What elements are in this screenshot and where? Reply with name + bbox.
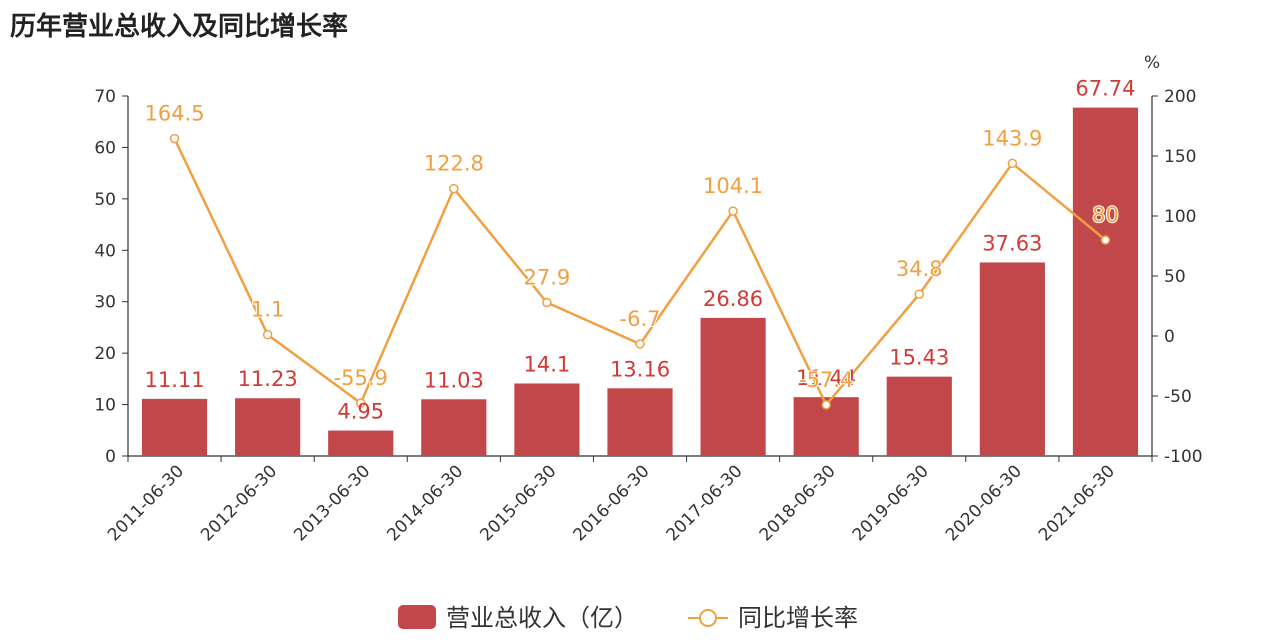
y-left-tick-label: 70 xyxy=(94,87,116,107)
growth-rate-label: 164.5 xyxy=(144,102,204,126)
revenue-bar[interactable] xyxy=(607,388,673,456)
growth-rate-label: 143.9 xyxy=(982,126,1042,150)
legend-label-revenue: 营业总收入（亿） xyxy=(446,604,638,632)
growth-rate-label: -6.7 xyxy=(620,307,661,331)
revenue-bar-label: 37.63 xyxy=(982,231,1042,255)
revenue-bar[interactable] xyxy=(328,430,394,456)
growth-rate-point[interactable] xyxy=(355,398,366,408)
growth-rate-point[interactable] xyxy=(1100,235,1111,245)
revenue-bar[interactable] xyxy=(141,398,208,456)
legend-label-growth: 同比增长率 xyxy=(738,604,858,632)
x-tick-label: 2014-06-30 xyxy=(383,461,467,545)
growth-rate-label: -55.9 xyxy=(334,366,388,390)
x-tick-label: 2012-06-30 xyxy=(197,461,281,545)
revenue-bar[interactable] xyxy=(421,399,487,456)
growth-rate-point[interactable] xyxy=(728,206,738,216)
x-tick-label: 2020-06-30 xyxy=(942,461,1026,545)
growth-rate-label: 34.8 xyxy=(896,257,943,281)
y-right-tick-label: 200 xyxy=(1164,87,1196,107)
y-left-tick-label: 30 xyxy=(94,293,116,313)
revenue-bar-label: 26.86 xyxy=(703,287,763,311)
revenue-bar-label: 14.1 xyxy=(524,352,571,376)
x-tick-label: 2011-06-30 xyxy=(104,461,188,545)
revenue-bar-label: 4.95 xyxy=(337,400,384,424)
revenue-bar[interactable] xyxy=(700,317,766,456)
legend-item-revenue[interactable]: 营业总收入（亿） xyxy=(398,604,638,632)
revenue-bar[interactable] xyxy=(235,398,301,456)
revenue-bar-label: 13.16 xyxy=(610,357,670,381)
growth-rate-label: 27.9 xyxy=(524,266,571,290)
x-tick-label: 2018-06-30 xyxy=(756,461,840,545)
chart-title: 历年营业总收入及同比增长率 xyxy=(10,12,349,42)
x-tick-label: 2019-06-30 xyxy=(849,461,933,545)
legend-point-swatch xyxy=(699,609,717,627)
y-right-tick-label: 50 xyxy=(1164,267,1186,287)
growth-rate-label: 104.1 xyxy=(703,174,763,198)
x-tick-label: 2016-06-30 xyxy=(570,461,654,545)
legend-item-growth[interactable]: 同比增长率 xyxy=(688,604,858,632)
revenue-bar[interactable] xyxy=(514,383,580,456)
y-right-unit: % xyxy=(1144,53,1160,73)
growth-rate-point[interactable] xyxy=(821,400,831,410)
revenue-bar-label: 11.23 xyxy=(238,367,298,391)
growth-rate-label: 122.8 xyxy=(424,152,484,176)
y-right-tick-label: 0 xyxy=(1164,327,1175,347)
growth-rate-label: 1.1 xyxy=(251,298,284,322)
y-left-tick-label: 10 xyxy=(94,396,116,416)
growth-rate-point[interactable] xyxy=(1007,158,1018,169)
y-left-tick-label: 50 xyxy=(94,190,116,210)
revenue-bar-label: 11.03 xyxy=(424,368,484,392)
y-right-tick-label: 100 xyxy=(1164,207,1196,227)
y-right-tick-label: -100 xyxy=(1164,447,1203,467)
y-right-tick-label: 150 xyxy=(1164,147,1196,167)
chart-legend[interactable]: 营业总收入（亿） 同比增长率 xyxy=(398,604,858,632)
data-labels: 11.11 11.23 4.95 11.03 14.1 13.16 26.86 11.44 15… xyxy=(143,77,1135,424)
x-tick-label: 2021-06-30 xyxy=(1035,461,1119,545)
x-tick-label: 2013-06-30 xyxy=(290,461,374,545)
x-tick-label: 2017-06-30 xyxy=(663,461,747,545)
y-left-tick-label: 0 xyxy=(105,447,116,467)
bar-series xyxy=(141,107,1139,456)
revenue-bar-label: 15.43 xyxy=(889,346,949,370)
y-left-tick-label: 40 xyxy=(94,241,116,261)
growth-rate-point[interactable] xyxy=(262,329,273,340)
growth-rate-label: 80 xyxy=(1092,203,1119,227)
growth-rate-point[interactable] xyxy=(914,289,925,299)
revenue-bar-label: 11.44 xyxy=(796,366,856,390)
y-right-tick-label: -50 xyxy=(1164,387,1192,407)
revenue-bar[interactable] xyxy=(886,376,952,456)
revenue-bar-label: 11.11 xyxy=(144,368,204,392)
revenue-bar-label: 67.74 xyxy=(1075,77,1135,101)
legend-bar-swatch xyxy=(398,605,436,629)
revenue-bar[interactable] xyxy=(979,262,1045,456)
y-left-tick-label: 20 xyxy=(94,344,116,364)
growth-rate-point[interactable] xyxy=(635,339,645,349)
growth-rate-point[interactable] xyxy=(542,297,552,308)
growth-rate-label: -57.4 xyxy=(799,368,853,392)
y-left-tick-label: 60 xyxy=(94,138,116,158)
growth-rate-point[interactable] xyxy=(449,183,459,194)
growth-rate-point[interactable] xyxy=(169,133,180,144)
x-tick-label: 2015-06-30 xyxy=(476,461,560,545)
line-series xyxy=(169,133,1111,410)
revenue-bar[interactable] xyxy=(1072,107,1139,456)
